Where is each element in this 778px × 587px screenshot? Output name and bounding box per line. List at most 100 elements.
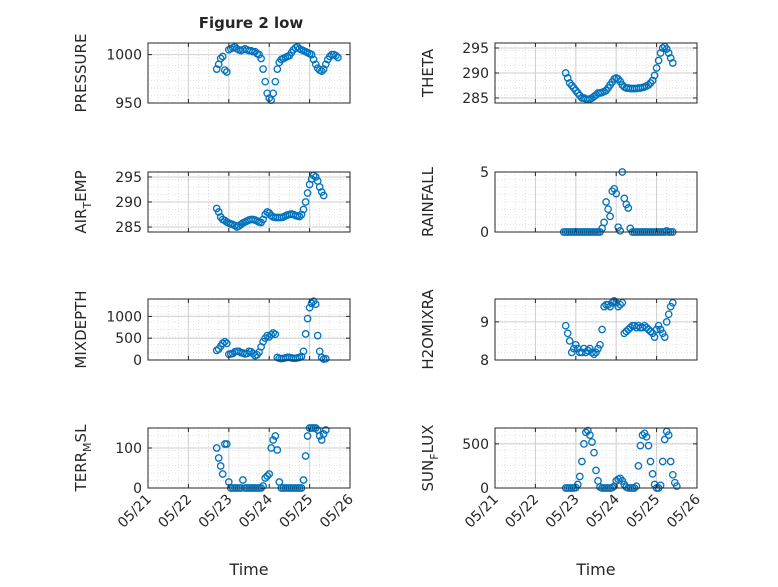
subplot-second-left: 285 290 295 AIRTEMP xyxy=(72,170,351,236)
data-point xyxy=(571,340,580,349)
data-point xyxy=(592,348,600,357)
data-point xyxy=(257,54,265,63)
x-tick-label: 05/25 xyxy=(277,492,317,532)
data-point xyxy=(598,325,606,334)
data-point xyxy=(301,198,310,206)
data-point xyxy=(321,60,330,69)
y-axis-label: THETA xyxy=(419,48,437,98)
data-point xyxy=(662,318,671,326)
data-point xyxy=(218,339,227,348)
data-point xyxy=(305,303,314,312)
axes-box xyxy=(147,42,351,104)
data-point xyxy=(269,89,278,98)
data-point xyxy=(259,65,267,73)
data-point xyxy=(644,81,653,89)
data-point xyxy=(666,302,675,311)
data-point xyxy=(618,298,627,307)
subplot-bottom-right: 0 500 SUNFLUX 05/21 05/22 05/23 05/24 05/25 05/2… xyxy=(419,425,704,579)
data-point xyxy=(616,300,625,309)
data-point xyxy=(561,69,570,77)
data-point xyxy=(299,347,308,356)
data-point xyxy=(303,189,312,197)
data-point xyxy=(650,71,659,80)
data-point xyxy=(295,212,304,221)
data-point xyxy=(590,350,598,359)
data-point xyxy=(668,470,677,479)
y-tick-label: 285 xyxy=(115,220,142,236)
x-tick-label: 05/24 xyxy=(583,491,623,531)
x-tick-label: 05/26 xyxy=(664,491,704,531)
data-point xyxy=(216,54,225,63)
data-point xyxy=(315,183,324,191)
data-point xyxy=(319,65,328,73)
data-point xyxy=(600,218,608,227)
data-point xyxy=(648,329,657,338)
data-point xyxy=(604,205,612,214)
subplot-top-left: 950 1000 PRESSURE xyxy=(72,34,351,113)
y-tick-label: 1000 xyxy=(106,309,142,325)
data-point xyxy=(561,321,570,330)
data-point xyxy=(273,65,282,73)
y-axis-label: TERRMSL xyxy=(72,424,94,493)
y-axis-label-subscript: T xyxy=(81,202,94,210)
data-point xyxy=(301,452,310,460)
y-tick-label: 100 xyxy=(115,441,142,457)
data-point xyxy=(311,60,320,69)
data-point xyxy=(222,68,231,76)
x-tick-label: 05/22 xyxy=(502,492,542,532)
data-point xyxy=(313,331,322,340)
x-tick-label: 05/26 xyxy=(317,491,357,531)
data-point xyxy=(265,470,274,478)
y-axis-label-part: TERR xyxy=(72,452,90,493)
data-point xyxy=(650,333,659,341)
data-point xyxy=(592,466,600,475)
data-point xyxy=(269,436,278,444)
data-point xyxy=(584,346,592,355)
data-point xyxy=(307,299,316,308)
data-point xyxy=(602,198,610,206)
x-tick-label: 05/23 xyxy=(196,492,236,532)
subplot-top-right: 285 290 295 THETA xyxy=(419,41,698,107)
data-point xyxy=(239,476,247,484)
data-point xyxy=(309,55,318,64)
x-tick-label: 05/22 xyxy=(155,492,195,532)
y-axis-label-part: SL xyxy=(72,424,90,443)
data-point xyxy=(594,344,602,353)
data-point xyxy=(616,226,625,235)
data-point xyxy=(220,66,229,74)
y-axis-label: RAINFALL xyxy=(419,166,437,237)
data-point xyxy=(214,454,223,462)
x-axis-label: Time xyxy=(228,560,268,579)
data-point xyxy=(644,441,653,450)
y-axis-label: PRESSURE xyxy=(72,34,90,113)
data-point xyxy=(321,426,330,434)
y-axis-label: H2OMIXRA xyxy=(419,289,437,370)
data-point xyxy=(307,50,316,59)
data-point xyxy=(642,432,651,441)
y-axis-label-part: RAINFALL xyxy=(419,166,437,237)
data-point xyxy=(606,212,614,221)
data-point xyxy=(263,472,272,480)
data-point xyxy=(565,337,574,345)
data-point xyxy=(261,474,270,482)
y-axis-label-part: MIXDEPTH xyxy=(72,290,90,368)
data-point xyxy=(624,325,633,334)
y-axis-label-part: AIR xyxy=(72,209,90,234)
data-point xyxy=(222,339,231,348)
data-point xyxy=(648,76,657,85)
data-point xyxy=(590,448,598,457)
y-tick-label: 500 xyxy=(462,437,489,453)
subplot-bottom-left: 0 100 TERRMSL 05/21 05/22 05/23 05/24 05/25 05/2… xyxy=(72,424,357,579)
axes-box xyxy=(147,427,351,489)
data-point xyxy=(658,457,667,466)
y-tick-label: 0 xyxy=(133,481,142,497)
data-point xyxy=(654,56,663,65)
data-point xyxy=(220,337,229,346)
y-tick-label: 5 xyxy=(480,165,489,181)
data-point xyxy=(267,330,276,339)
data-point xyxy=(664,431,673,439)
data-point xyxy=(636,441,645,450)
data-point xyxy=(575,472,584,481)
